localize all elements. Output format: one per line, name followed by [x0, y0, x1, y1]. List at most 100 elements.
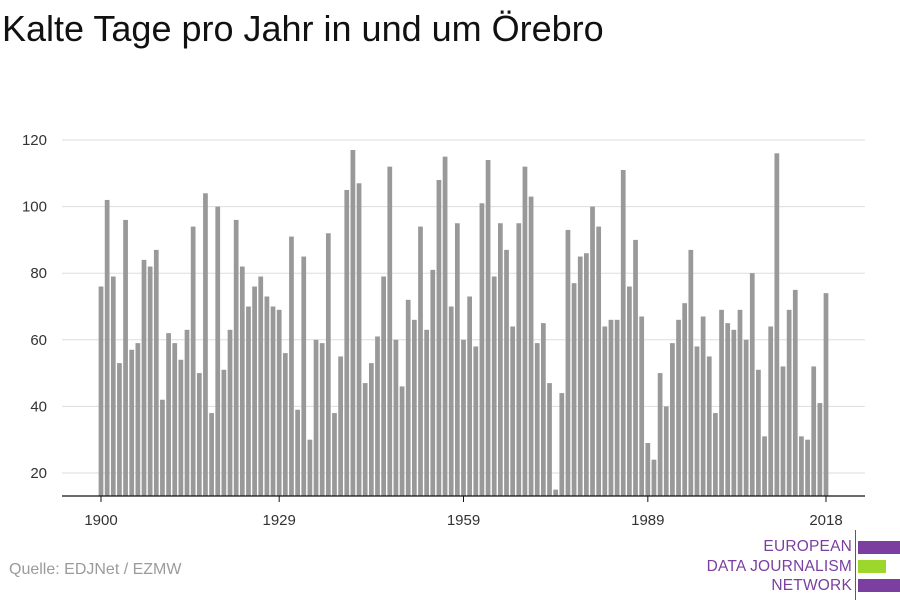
bar-1994: [676, 319, 681, 496]
bar-2018: [823, 293, 829, 496]
bar-1975: [559, 393, 565, 496]
bar-1978: [577, 256, 583, 496]
bar-1974: [553, 489, 559, 496]
bar-1910: [160, 399, 165, 496]
bar-1922: [233, 219, 239, 497]
bar-1943: [362, 383, 368, 496]
y-tick-label: 60: [30, 332, 47, 349]
bar-1938: [332, 413, 337, 496]
bar-2003: [731, 329, 737, 496]
bar-1937: [325, 233, 331, 497]
bar-1914: [184, 329, 190, 496]
logo-bar-top: [858, 541, 900, 554]
bar-1907: [141, 259, 147, 496]
bar-2005: [743, 339, 749, 496]
bar-1963: [485, 159, 491, 497]
bar-1903: [117, 363, 122, 496]
bar-1984: [614, 319, 620, 496]
bar-1956: [442, 156, 448, 496]
bar-2015: [805, 439, 810, 496]
bar-1901: [104, 199, 110, 496]
bar-1972: [541, 323, 546, 496]
bar-1980: [590, 206, 595, 496]
bar-1959: [461, 339, 466, 496]
bar-1957: [448, 306, 454, 496]
logo-divider: [855, 530, 856, 600]
y-tick-label: 120: [22, 132, 47, 149]
bar-1990: [651, 459, 657, 496]
logo-bar-middle: [858, 560, 886, 573]
bar-1966: [504, 249, 509, 496]
bar-1982: [602, 326, 608, 496]
bar-1927: [264, 296, 270, 496]
bar-2006: [749, 273, 755, 496]
bar-1918: [209, 413, 214, 496]
bar-2001: [719, 309, 724, 496]
y-axis-ticks: 20 40 60 80 100 120: [22, 132, 47, 482]
x-tick-label: 2018: [809, 512, 842, 529]
bar-1997: [694, 346, 700, 496]
bar-1926: [258, 276, 264, 496]
bar-1998: [700, 316, 706, 496]
bar-2013: [792, 289, 798, 496]
bar-1925: [252, 286, 257, 496]
y-tick-label: 100: [22, 199, 47, 216]
bar-1993: [670, 343, 675, 496]
bar-2014: [799, 436, 804, 496]
bar-1987: [633, 239, 638, 496]
bar-1995: [682, 303, 688, 496]
bar-1950: [405, 299, 411, 496]
bar-1924: [246, 306, 251, 496]
bar-1929: [276, 309, 282, 496]
edjnet-logo: EUROPEAN DATA JOURNALISM NETWORK: [700, 530, 900, 600]
y-tick-label: 80: [30, 265, 47, 282]
bar-1991: [657, 373, 663, 496]
logo-line-2: DATA JOURNALISM: [706, 558, 852, 575]
logo-line-3: NETWORK: [771, 577, 852, 594]
bar-1971: [534, 343, 540, 496]
bar-1946: [381, 276, 386, 496]
bar-1917: [203, 193, 208, 496]
chart-title: Kalte Tage pro Jahr in und um Örebro: [2, 8, 604, 49]
bar-2009: [768, 326, 774, 496]
bar-1951: [411, 319, 417, 496]
source-note: Quelle: EDJNet / EZMW: [9, 561, 182, 578]
bar-1977: [571, 283, 577, 496]
bar-2012: [786, 309, 792, 496]
bar-1979: [584, 253, 589, 496]
bar-2000: [713, 413, 718, 496]
bar-1904: [123, 219, 128, 497]
bar-2016: [811, 366, 817, 496]
bar-2007: [756, 369, 761, 496]
bar-1985: [620, 169, 626, 496]
bar-1940: [344, 189, 350, 496]
bar-1928: [270, 306, 276, 496]
bar-1909: [153, 249, 159, 496]
bar-1934: [307, 439, 313, 496]
bar-1992: [663, 406, 669, 496]
bar-1969: [522, 166, 528, 496]
bar-2010: [774, 153, 780, 496]
bar-1920: [221, 369, 227, 496]
x-axis-ticks: 1900 1929 1959 1989 2018: [84, 496, 843, 529]
bar-1999: [706, 356, 712, 496]
bar-1936: [319, 343, 325, 496]
bar-1900: [98, 286, 104, 496]
bar-1989: [645, 443, 651, 496]
bar-1942: [356, 183, 362, 497]
bar-2017: [817, 403, 823, 496]
bar-1908: [147, 266, 153, 496]
bar-1932: [295, 409, 300, 496]
x-tick-label: 1929: [262, 512, 295, 529]
bar-1955: [436, 179, 442, 496]
bar-1902: [110, 276, 116, 496]
bar-1976: [565, 229, 571, 496]
bar-1921: [227, 329, 233, 496]
y-tick-label: 40: [30, 398, 47, 415]
bar-1911: [166, 333, 171, 496]
bar-1965: [497, 223, 503, 496]
bar-1996: [688, 249, 694, 496]
bar-1930: [282, 353, 288, 496]
bar-1949: [399, 386, 405, 496]
